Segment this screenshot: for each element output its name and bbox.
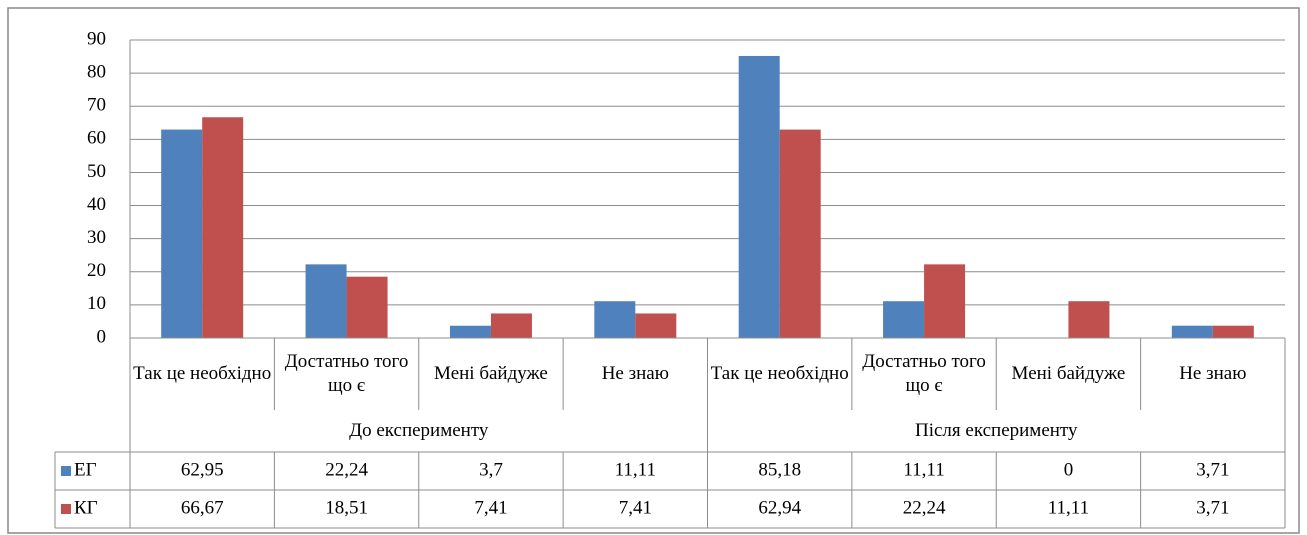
x-tick-label: Мені байдуже <box>1011 363 1126 384</box>
table-value: 66,67 <box>181 497 224 518</box>
legend-swatch <box>61 466 71 476</box>
y-tick-label: 10 <box>87 293 106 314</box>
group-label: До експерименту <box>349 420 489 441</box>
table-value: 0 <box>1064 459 1074 480</box>
y-tick-label: 20 <box>87 260 106 281</box>
bar <box>883 301 925 338</box>
x-tick-label: Так це необхідно <box>710 363 849 384</box>
bar <box>779 129 821 338</box>
chart-border <box>7 7 1300 534</box>
y-tick-label: 80 <box>87 61 106 82</box>
legend-swatch <box>61 504 71 514</box>
table-value: 7,41 <box>619 497 652 518</box>
table-value: 11,11 <box>903 459 944 480</box>
bar <box>1068 301 1110 338</box>
table-value: 62,94 <box>758 497 801 518</box>
bar <box>202 117 244 338</box>
x-tick-label: Достатньо того що є <box>862 351 986 396</box>
y-tick-label: 90 <box>87 28 106 49</box>
y-tick-label: 0 <box>97 326 107 347</box>
table-value: 62,95 <box>181 459 224 480</box>
bar <box>305 264 347 338</box>
bar <box>490 313 532 338</box>
table-value: 3,71 <box>1196 497 1229 518</box>
table-value: 7,41 <box>474 497 507 518</box>
y-tick-label: 40 <box>87 194 106 215</box>
y-tick-label: 60 <box>87 128 106 149</box>
bar <box>594 301 636 338</box>
legend-label: КГ <box>74 497 98 518</box>
bar <box>449 325 491 338</box>
bar <box>1171 325 1213 338</box>
table-value: 11,11 <box>1048 497 1089 518</box>
y-tick-label: 30 <box>87 227 106 248</box>
bar <box>1212 325 1254 338</box>
table-value: 22,24 <box>325 459 368 480</box>
x-tick-label: Не знаю <box>1179 363 1247 384</box>
x-tick-label: Не знаю <box>601 363 669 384</box>
table-value: 85,18 <box>758 459 801 480</box>
table-value: 3,7 <box>479 459 503 480</box>
bar <box>346 276 388 338</box>
bar <box>161 129 203 338</box>
bar <box>924 264 966 338</box>
x-tick-label: Так це необхідно <box>133 363 272 384</box>
y-tick-label: 70 <box>87 95 106 116</box>
legend-label: ЕГ <box>74 459 97 480</box>
bar <box>635 313 677 338</box>
group-label: Після експерименту <box>915 420 1078 441</box>
table-value: 22,24 <box>903 497 946 518</box>
y-tick-label: 50 <box>87 161 106 182</box>
table-value: 18,51 <box>325 497 368 518</box>
table-value: 3,71 <box>1196 459 1229 480</box>
x-tick-label: Достатньо того що є <box>284 351 409 396</box>
x-tick-label: Мені байдуже <box>434 363 548 384</box>
table-value: 11,11 <box>615 459 656 480</box>
bar <box>738 55 780 338</box>
